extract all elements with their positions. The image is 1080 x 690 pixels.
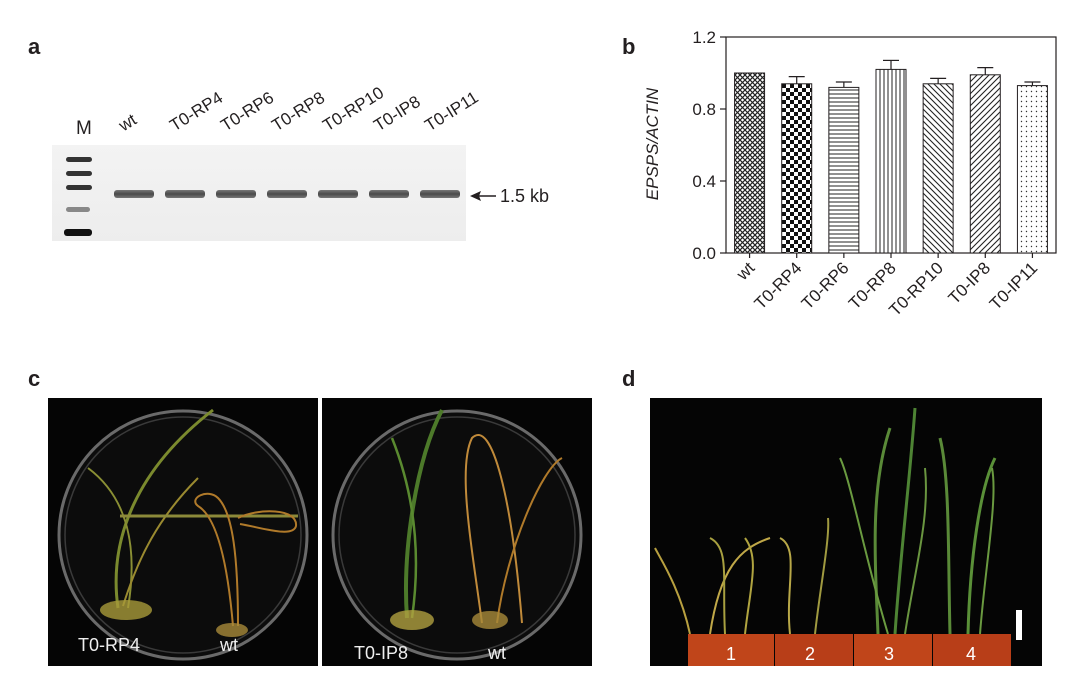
- seedling-plate-illustration: [331, 409, 583, 661]
- lane-label: T0-RP8: [268, 87, 329, 136]
- y-tick-label: 0.4: [692, 172, 716, 191]
- bar: [969, 74, 1001, 254]
- lane-label: T0-RP6: [217, 87, 278, 136]
- arrow-left-icon: [470, 191, 496, 201]
- plate-label-transgenic: T0-IP8: [354, 643, 409, 663]
- epsps-bar-chart: 0.00.40.81.2wtT0-RP4T0-RP6T0-RP8T0-RP10T…: [692, 28, 1057, 320]
- gel-band: [267, 190, 307, 198]
- gel-band: [216, 190, 256, 198]
- bar: [781, 83, 813, 254]
- potted-plants-photo: 1 2 3 4: [650, 398, 1042, 666]
- panel-a-label: a: [28, 34, 41, 59]
- band-size-label: 1.5 kb: [500, 186, 550, 206]
- bar: [875, 68, 907, 254]
- marker-band: [66, 207, 90, 212]
- plate-label-wildtype: wt: [220, 635, 238, 655]
- x-tick-label: T0-IP11: [986, 258, 1041, 313]
- y-tick-label: 1.2: [692, 28, 716, 47]
- gel-band: [318, 190, 358, 198]
- gel-band: [165, 190, 205, 198]
- rice-plants-illustration: [654, 407, 1022, 666]
- x-tick-label: T0-RP4: [751, 258, 806, 313]
- gel-band: [420, 190, 460, 198]
- marker-band: [64, 229, 92, 236]
- petri-dish-photo-left: T0-RP4 wt: [48, 398, 318, 666]
- agarose-gel-image: [52, 145, 466, 241]
- plate-label-transgenic: T0-RP4: [78, 635, 141, 655]
- bar: [734, 72, 766, 254]
- marker-label: M: [76, 118, 92, 139]
- y-tick-label: 0.8: [692, 100, 716, 119]
- y-tick-label: 0.0: [692, 244, 716, 263]
- lane-label: T0-IP11: [421, 87, 482, 136]
- plate-label-wildtype: wt: [488, 643, 506, 663]
- y-axis-label: EPSPS/ACTIN: [643, 87, 662, 201]
- lane-label: T0-RP4: [166, 87, 227, 136]
- panel-c-label: c: [28, 366, 41, 391]
- bar: [1016, 85, 1048, 254]
- marker-band: [66, 157, 92, 162]
- pot-label-4: 4: [966, 644, 977, 664]
- pot-label-3: 3: [884, 644, 895, 664]
- lane-label: wt: [115, 110, 140, 136]
- marker-band: [66, 185, 92, 190]
- seedling-plate-illustration: [57, 408, 309, 661]
- pot-label-1: 1: [726, 644, 737, 664]
- bar: [922, 83, 954, 254]
- pot-label-2: 2: [805, 644, 816, 664]
- x-tick-label: T0-RP6: [798, 258, 853, 313]
- gel-band: [369, 190, 409, 198]
- gel-band: [114, 190, 154, 198]
- panel-b-label: b: [622, 34, 636, 59]
- bar: [828, 86, 860, 254]
- marker-band: [66, 171, 92, 176]
- panel-d-label: d: [622, 366, 636, 391]
- x-tick-label: wt: [732, 258, 758, 284]
- petri-dish-photo-right: T0-IP8 wt: [322, 398, 592, 666]
